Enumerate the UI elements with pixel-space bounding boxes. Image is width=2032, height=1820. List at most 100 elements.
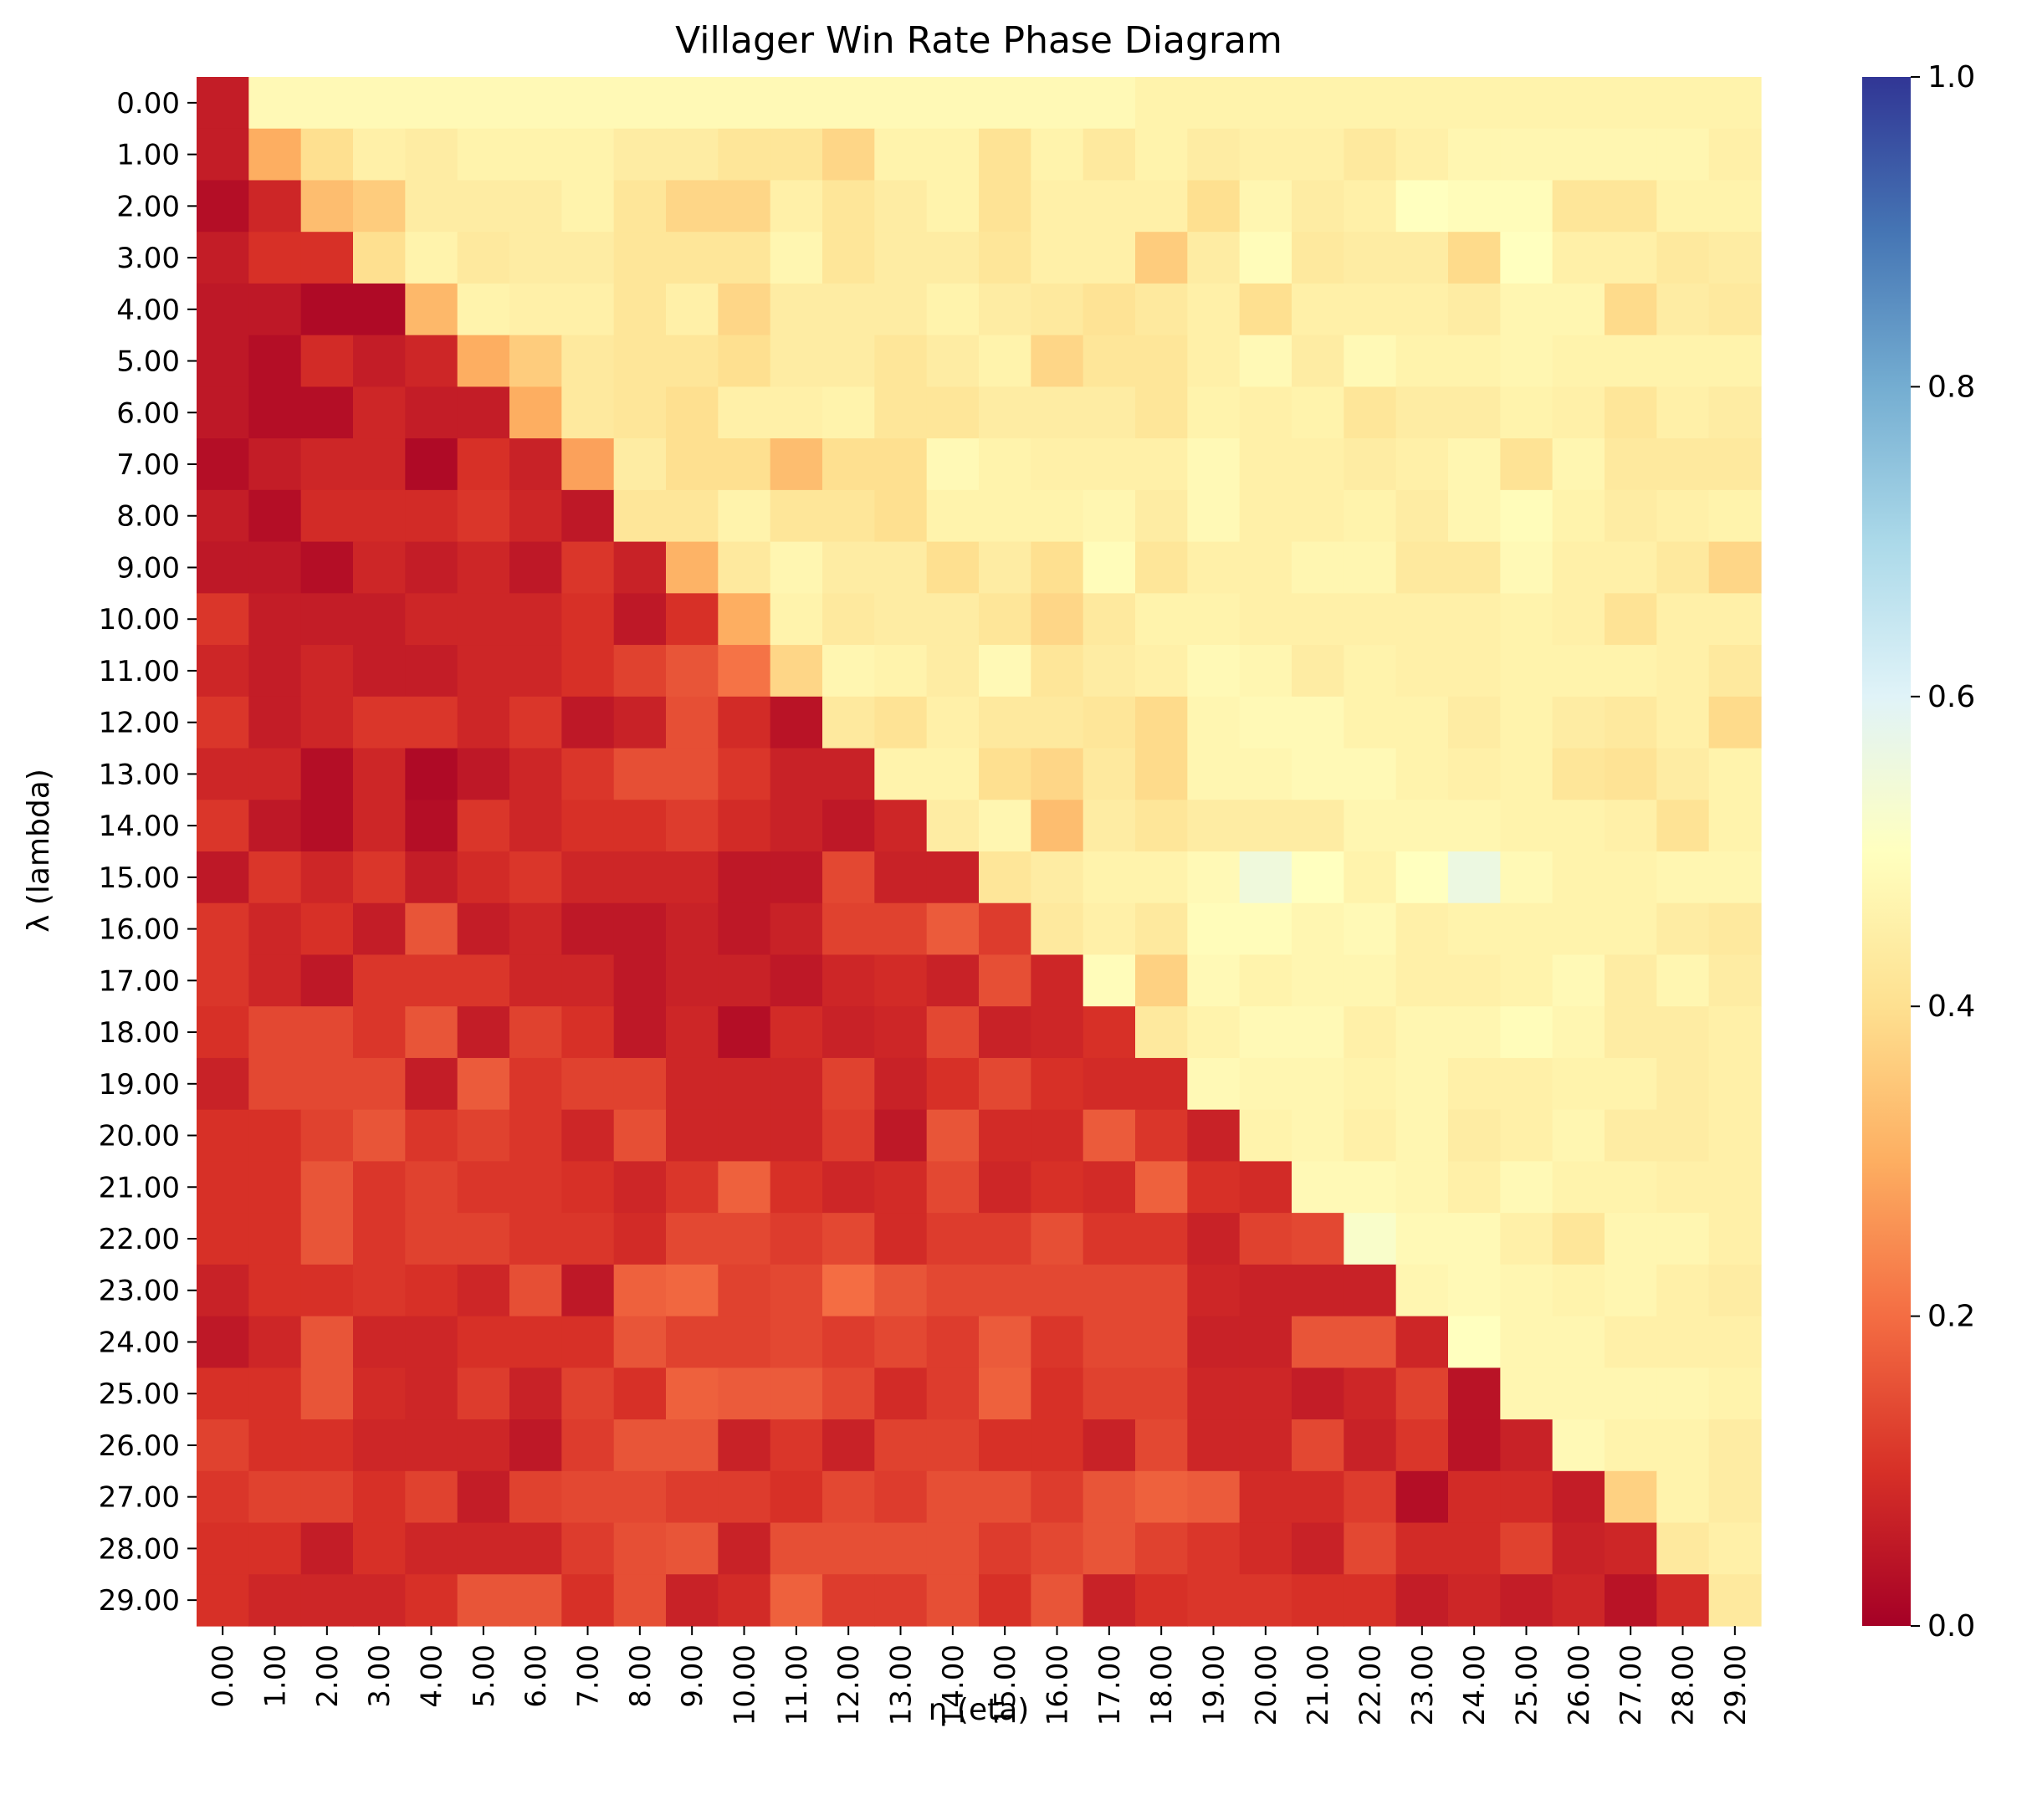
heatmap-cell (926, 386, 980, 439)
heatmap-cell (1500, 438, 1553, 491)
heatmap-cell (1708, 386, 1762, 439)
heatmap-cell (405, 180, 458, 233)
heatmap-cell (1031, 541, 1084, 594)
heatmap-cell (300, 1057, 354, 1111)
heatmap-cell (1292, 438, 1344, 491)
heatmap-cell (1448, 593, 1501, 646)
heatmap-cell (1031, 851, 1084, 904)
heatmap-cell (1239, 1213, 1292, 1265)
heatmap-cell (1344, 180, 1397, 233)
heatmap-cell (248, 1419, 302, 1472)
heatmap-cell (353, 1419, 406, 1472)
heatmap-cell (1708, 954, 1762, 1007)
heatmap-cell (666, 1470, 719, 1524)
heatmap-cell (926, 1213, 980, 1265)
heatmap-cell (248, 954, 302, 1007)
x-tick-label: 13.00 (885, 1644, 919, 1725)
heatmap-cell (1552, 645, 1605, 698)
heatmap-cell (1135, 180, 1188, 233)
heatmap-cell (300, 954, 354, 1007)
heatmap-cell (1500, 283, 1553, 336)
heatmap-cell (1083, 1316, 1136, 1368)
heatmap-cell (1031, 180, 1084, 233)
heatmap-cell (822, 77, 875, 130)
heatmap-cell (1448, 645, 1501, 698)
heatmap-cell (1135, 645, 1188, 698)
heatmap-cell (1552, 283, 1605, 336)
heatmap-cell (1083, 1264, 1136, 1317)
heatmap-cell (1031, 748, 1084, 800)
heatmap-cell (1448, 1522, 1501, 1575)
heatmap-cell (613, 1006, 667, 1059)
chart-title: Villager Win Rate Phase Diagram (675, 19, 1282, 62)
heatmap-cell (666, 77, 719, 130)
heatmap-cell (1239, 1006, 1292, 1059)
heatmap-cell (1708, 541, 1762, 594)
heatmap-cell (666, 1264, 719, 1317)
heatmap-cell (1187, 1109, 1241, 1162)
heatmap-cell (1395, 489, 1449, 543)
heatmap-cell (197, 1470, 249, 1524)
heatmap-cell (770, 1522, 823, 1575)
heatmap-cell (1187, 1006, 1241, 1059)
heatmap-cell (457, 232, 510, 284)
heatmap-cell (770, 335, 823, 387)
heatmap-cell (197, 800, 249, 852)
heatmap-cell (1083, 386, 1136, 439)
x-tick-label: 7.00 (572, 1644, 606, 1708)
heatmap-cell (1500, 386, 1553, 439)
heatmap-cell (666, 1574, 719, 1627)
y-tick-label: 11.00 (99, 655, 180, 688)
heatmap-cell (248, 748, 302, 800)
heatmap-cell (926, 541, 980, 594)
y-tick-label: 19.00 (99, 1068, 180, 1102)
heatmap-cell (822, 748, 875, 800)
x-tick-label: 29.00 (1719, 1644, 1753, 1725)
heatmap-cell (1239, 1368, 1292, 1420)
heatmap-cell (979, 1006, 1031, 1059)
heatmap-cell (561, 1470, 615, 1524)
heatmap-cell (613, 128, 667, 181)
heatmap-cell (770, 128, 823, 181)
heatmap-cell (1187, 128, 1241, 181)
heatmap-cell (561, 1006, 615, 1059)
heatmap-cell (1083, 696, 1136, 749)
heatmap-cell (926, 748, 980, 800)
y-tick-label: 22.00 (99, 1223, 180, 1256)
heatmap-cell (1448, 1574, 1501, 1627)
heatmap-cell (1500, 800, 1553, 852)
heatmap-cell (300, 1470, 354, 1524)
heatmap-cell (979, 1316, 1031, 1368)
heatmap-cell (1708, 77, 1762, 130)
heatmap-cell (300, 1264, 354, 1317)
heatmap-cell (1135, 954, 1188, 1007)
heatmap-cell (979, 1213, 1031, 1265)
heatmap-cell (1292, 593, 1344, 646)
heatmap-cell (1708, 1522, 1762, 1575)
heatmap-cell (248, 1316, 302, 1368)
heatmap-cell (1656, 1316, 1710, 1368)
heatmap-cell (1135, 1574, 1188, 1627)
heatmap-cell (248, 1109, 302, 1162)
heatmap-cell (561, 1316, 615, 1368)
heatmap-cell (1187, 541, 1241, 594)
heatmap-cell (1500, 1213, 1553, 1265)
x-tick-label: 9.00 (676, 1644, 709, 1708)
heatmap-cell (770, 283, 823, 336)
heatmap-cell (1083, 1006, 1136, 1059)
heatmap-cell (1708, 593, 1762, 646)
heatmap-cell (509, 1316, 562, 1368)
heatmap-cell (1031, 1264, 1084, 1317)
heatmap-cell (1031, 1470, 1084, 1524)
heatmap-cell (979, 77, 1031, 130)
heatmap-cell (1605, 851, 1657, 904)
heatmap-cell (926, 800, 980, 852)
heatmap-cell (979, 1470, 1031, 1524)
heatmap-cell (822, 800, 875, 852)
heatmap-cell (509, 1213, 562, 1265)
heatmap-cell (457, 77, 510, 130)
heatmap-cell (979, 954, 1031, 1007)
heatmap-cell (509, 283, 562, 336)
heatmap-cell (1239, 748, 1292, 800)
